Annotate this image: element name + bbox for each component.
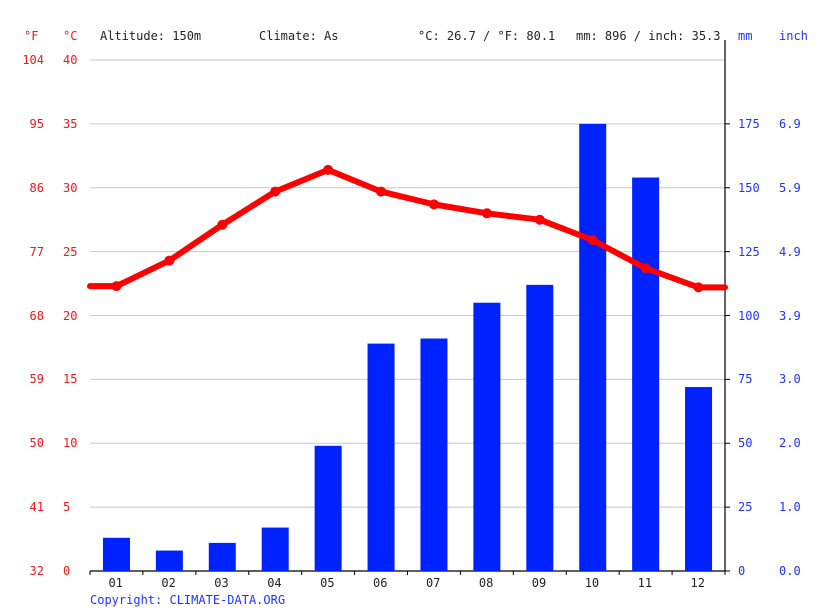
temperature-point: [481, 208, 492, 219]
axis-tick-label: 50: [29, 436, 44, 451]
precipitation-bar: [632, 177, 660, 571]
precipitation-summary: mm: 896 / inch: 35.3: [576, 29, 721, 43]
axis-tick-label: 25: [738, 500, 753, 515]
mm-unit-label: mm: [738, 29, 753, 43]
temperature-point: [217, 219, 228, 230]
axis-tick-label: 30: [63, 180, 78, 195]
temperature-point: [534, 214, 545, 225]
precipitation-bar: [367, 343, 395, 571]
axis-tick-label: 95: [29, 116, 44, 131]
axis-tick-label: 32: [29, 564, 44, 578]
axis-tick-label: 35: [63, 116, 78, 131]
month-label: 12: [690, 576, 705, 590]
axis-tick-label: 2.0: [779, 436, 801, 451]
temperature-point: [640, 263, 651, 274]
precipitation-bar: [102, 537, 130, 571]
axis-tick-label: 104: [22, 53, 44, 67]
inch-unit-label: inch: [779, 29, 808, 43]
temperature-line: [87, 166, 728, 291]
altitude-label: Altitude: 150m: [100, 29, 202, 43]
month-label: 11: [637, 576, 653, 590]
month-label: 03: [214, 576, 229, 590]
precipitation-bar: [420, 338, 448, 571]
axis-tick-label: 40: [63, 53, 78, 67]
axis-tick-label: 125: [738, 244, 760, 259]
month-label: 10: [584, 576, 600, 590]
axis-tick-label: 86: [29, 180, 44, 195]
precipitation-bar: [473, 302, 501, 571]
temperature-point: [111, 281, 122, 292]
month-label: 06: [373, 576, 388, 590]
axis-tick-label: 0: [63, 564, 71, 578]
month-label: 01: [108, 576, 123, 590]
temperature-point: [376, 186, 387, 197]
axis-tick-label: 59: [29, 372, 44, 387]
axis-tick-label: 50: [738, 436, 753, 451]
temperature-point: [270, 186, 281, 197]
axis-tick-label: 68: [29, 308, 44, 323]
axis-tick-label: 3.9: [779, 308, 801, 323]
temperature-summary: °C: 26.7 / °F: 80.1: [418, 29, 556, 43]
month-label: 02: [161, 576, 176, 590]
month-label: 07: [425, 576, 441, 590]
precipitation-bar: [314, 445, 342, 571]
axis-tick-label: 77: [29, 244, 44, 259]
temperature-point: [587, 235, 598, 246]
axis-tick-label: 10: [63, 436, 78, 451]
axis-tick-label: 0.0: [779, 564, 801, 578]
axis-tick-label: 41: [29, 500, 44, 515]
axis-tick-label: 15: [63, 372, 78, 387]
temperature-point: [428, 199, 439, 210]
axis-tick-label: 25: [63, 244, 78, 259]
precipitation-bar: [579, 123, 607, 571]
axis-tick-label: 20: [63, 308, 78, 323]
axis-tick-label: 3.0: [779, 372, 801, 387]
month-label: 08: [478, 576, 494, 590]
climate-label: Climate: As: [259, 29, 339, 43]
month-label: 04: [267, 576, 282, 590]
copyright-link[interactable]: Copyright: CLIMATE-DATA.ORG: [90, 593, 286, 607]
precipitation-bar: [155, 550, 183, 571]
celsius-unit-label: °C: [63, 29, 78, 43]
axis-tick-label: 1.0: [779, 500, 801, 515]
axis-tick-label: 5.9: [779, 180, 801, 195]
precipitation-bar: [685, 387, 713, 571]
temperature-point: [323, 164, 334, 175]
axis-tick-label: 6.9: [779, 116, 801, 131]
axis-tick-label: 100: [738, 308, 760, 323]
axis-tick-label: 0: [738, 564, 746, 578]
temperature-point: [164, 255, 175, 266]
axis-tick-label: 4.9: [779, 244, 801, 259]
precipitation-bar: [526, 284, 554, 571]
axis-tick-label: 5: [63, 500, 71, 515]
axis-tick-label: 75: [738, 372, 753, 387]
month-label: 09: [531, 576, 547, 590]
month-label: 05: [320, 576, 335, 590]
precipitation-bar: [208, 542, 236, 571]
axis-tick-label: 175: [738, 116, 760, 131]
fahrenheit-unit-label: °F: [24, 29, 39, 43]
precipitation-bar: [261, 527, 289, 571]
temperature-point: [693, 282, 704, 293]
axis-tick-label: 150: [738, 180, 760, 195]
